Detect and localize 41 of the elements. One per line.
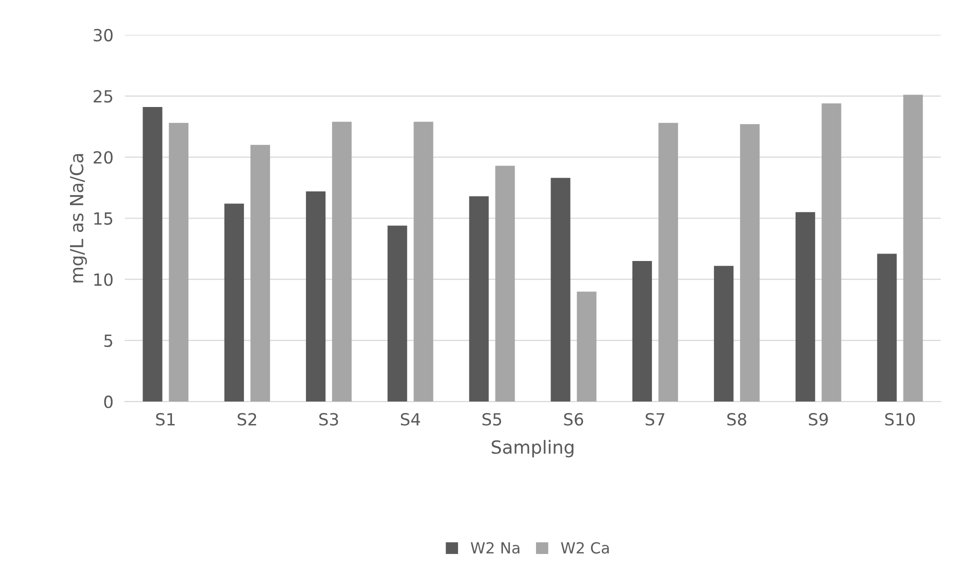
x-tick-label: S9 <box>808 412 828 426</box>
x-tick-label: S5 <box>482 412 502 426</box>
bar <box>332 122 352 402</box>
bar <box>224 204 244 402</box>
y-tick-label: 5 <box>104 334 112 348</box>
x-tick-label: S2 <box>238 412 256 426</box>
bar <box>250 144 270 402</box>
bar <box>168 122 188 402</box>
bar <box>796 212 816 402</box>
legend-label: W2 Na <box>470 542 520 554</box>
bar <box>414 122 434 402</box>
bar <box>576 292 596 402</box>
x-tick-label: S10 <box>885 412 915 426</box>
bar <box>306 191 326 402</box>
x-tick-label: S6 <box>564 412 584 426</box>
x-tick-label: S1 <box>156 412 175 426</box>
bar <box>877 254 897 402</box>
bar <box>740 124 760 402</box>
x-tick-label: S7 <box>646 412 664 426</box>
x-tick-label: S4 <box>400 412 420 426</box>
x-tick-label: S3 <box>319 412 338 426</box>
y-tick-label: 30 <box>94 28 113 42</box>
y-tick-label: 25 <box>94 90 112 103</box>
y-tick-label: 15 <box>94 212 112 225</box>
y-axis-title: mg/L as Na/Ca <box>70 154 87 282</box>
bar <box>903 94 923 402</box>
x-tick-label: S8 <box>727 412 746 426</box>
legend-label: W2 Ca <box>560 542 609 554</box>
bar <box>658 122 678 402</box>
bar <box>469 196 489 402</box>
y-tick-label: 20 <box>94 151 113 164</box>
x-axis-title: Sampling <box>492 440 574 458</box>
bar <box>142 107 162 402</box>
bar <box>495 166 515 402</box>
bar <box>388 226 408 402</box>
bar <box>632 261 652 402</box>
bar <box>714 266 734 402</box>
bar <box>550 178 570 402</box>
bar <box>822 103 842 402</box>
y-tick-label: 10 <box>94 273 113 286</box>
y-tick-label: 0 <box>104 396 113 408</box>
